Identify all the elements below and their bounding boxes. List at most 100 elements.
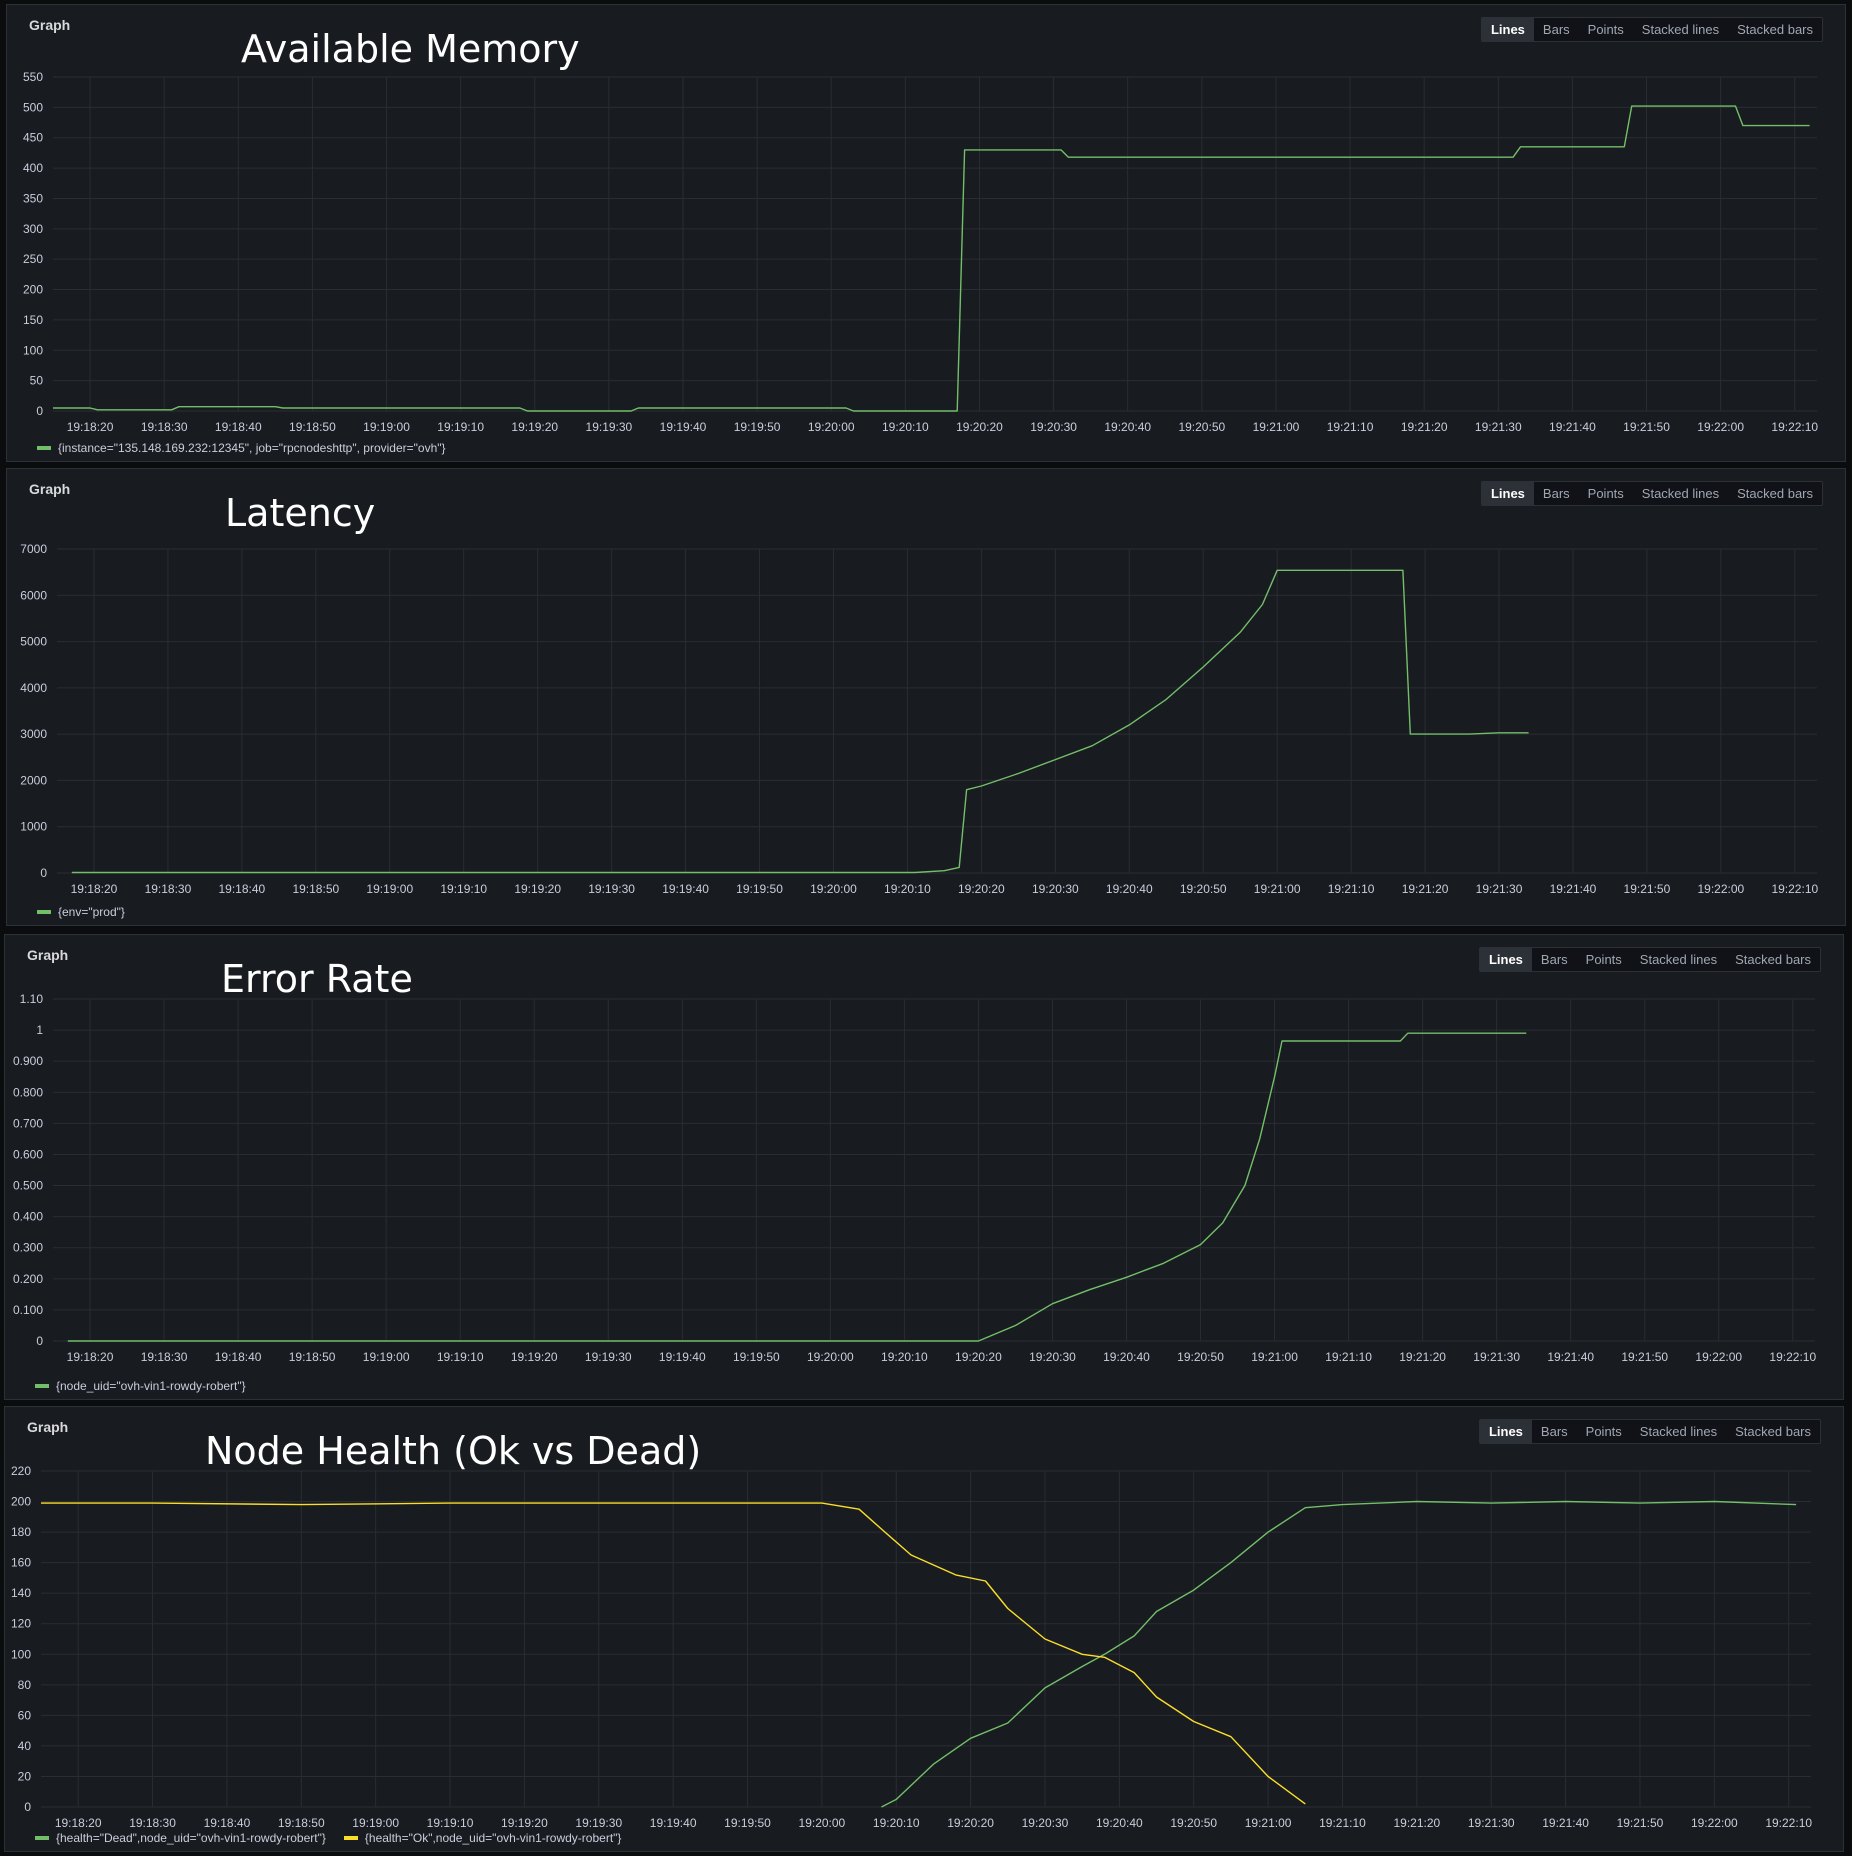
x-tick-label: 19:20:30 bbox=[1030, 420, 1077, 434]
x-tick-label: 19:20:00 bbox=[799, 1816, 846, 1830]
x-tick-label: 19:21:30 bbox=[1468, 1816, 1515, 1830]
x-tick-label: 19:21:00 bbox=[1254, 882, 1301, 896]
y-tick-label: 300 bbox=[23, 222, 43, 236]
x-tick-label: 19:22:10 bbox=[1769, 1350, 1816, 1364]
mode-button-lines[interactable]: Lines bbox=[1481, 18, 1534, 41]
y-tick-label: 20 bbox=[18, 1769, 32, 1783]
legend-item[interactable]: {health="Ok",node_uid="ovh-vin1-rowdy-ro… bbox=[343, 1831, 621, 1845]
mode-button-stacked-bars[interactable]: Stacked bars bbox=[1737, 486, 1813, 501]
y-tick-label: 250 bbox=[23, 252, 43, 266]
x-tick-label: 19:20:00 bbox=[807, 1350, 854, 1364]
x-tick-label: 19:21:20 bbox=[1399, 1350, 1446, 1364]
x-tick-label: 19:21:50 bbox=[1624, 882, 1671, 896]
mode-button-stacked-lines[interactable]: Stacked lines bbox=[1639, 1424, 1718, 1439]
x-tick-label: 19:22:00 bbox=[1695, 1350, 1742, 1364]
mode-button-lines[interactable]: Lines bbox=[1479, 1420, 1532, 1443]
x-tick-label: 19:21:50 bbox=[1623, 420, 1670, 434]
series-line-0 bbox=[71, 569, 1529, 874]
y-tick-label: 3000 bbox=[20, 727, 47, 741]
y-tick-label: 550 bbox=[23, 70, 43, 84]
mode-button-stacked-bars[interactable]: Stacked bars bbox=[1735, 952, 1811, 967]
series-line-1 bbox=[41, 1502, 1306, 1805]
x-tick-label: 19:18:20 bbox=[67, 420, 114, 434]
legend-item[interactable]: {instance="135.148.169.232:12345", job="… bbox=[37, 441, 446, 455]
y-tick-label: 350 bbox=[23, 191, 43, 205]
legend-swatch bbox=[343, 1836, 358, 1840]
x-tick-label: 19:20:10 bbox=[881, 1350, 928, 1364]
mode-button-stacked-lines[interactable]: Stacked lines bbox=[1639, 952, 1718, 967]
display-mode-toggle: Lines Bars Points Stacked lines Stacked bars bbox=[1478, 947, 1821, 972]
y-tick-label: 100 bbox=[11, 1647, 31, 1661]
mode-button-stacked-lines[interactable]: Stacked lines bbox=[1641, 22, 1720, 37]
x-tick-label: 19:22:00 bbox=[1697, 420, 1744, 434]
x-tick-label: 19:20:50 bbox=[1180, 882, 1227, 896]
x-tick-label: 19:20:40 bbox=[1106, 882, 1153, 896]
y-tick-label: 7000 bbox=[20, 542, 47, 556]
x-tick-label: 19:19:50 bbox=[734, 420, 781, 434]
y-tick-label: 80 bbox=[18, 1678, 32, 1692]
legend-item[interactable]: {env="prod"} bbox=[37, 905, 125, 919]
mode-button-stacked-bars[interactable]: Stacked bars bbox=[1737, 22, 1813, 37]
y-tick-label: 0 bbox=[40, 866, 47, 880]
mode-button-bars[interactable]: Bars bbox=[1540, 1424, 1568, 1439]
x-tick-label: 19:19:30 bbox=[588, 882, 635, 896]
legend-swatch bbox=[37, 910, 51, 914]
x-tick-label: 19:20:00 bbox=[808, 420, 855, 434]
x-tick-label: 19:21:20 bbox=[1402, 882, 1449, 896]
x-tick-label: 19:18:40 bbox=[219, 882, 266, 896]
x-tick-label: 19:18:50 bbox=[289, 420, 336, 434]
x-tick-label: 19:19:10 bbox=[437, 420, 484, 434]
mode-button-bars[interactable]: Bars bbox=[1540, 952, 1568, 967]
x-tick-label: 19:22:00 bbox=[1691, 1816, 1738, 1830]
available-memory-panel: Graph Available Memory Lines Bars Points Stac… bbox=[6, 4, 1846, 462]
latency-panel: Graph Latency Lines Bars Points Stacked lines… bbox=[6, 468, 1846, 926]
y-tick-label: 140 bbox=[11, 1586, 31, 1600]
x-tick-label: 19:21:20 bbox=[1393, 1816, 1440, 1830]
mode-button-stacked-lines[interactable]: Stacked lines bbox=[1641, 486, 1720, 501]
x-tick-label: 19:21:20 bbox=[1401, 420, 1448, 434]
x-tick-label: 19:18:30 bbox=[145, 882, 192, 896]
panel-label: Graph bbox=[27, 1419, 69, 1435]
x-tick-label: 19:18:50 bbox=[292, 882, 339, 896]
mode-button-lines[interactable]: Lines bbox=[1479, 948, 1532, 971]
x-tick-label: 19:19:30 bbox=[585, 1350, 632, 1364]
x-tick-label: 19:21:10 bbox=[1325, 1350, 1372, 1364]
mode-button-points[interactable]: Points bbox=[1585, 1424, 1622, 1439]
y-tick-label: 60 bbox=[18, 1708, 32, 1722]
display-mode-toggle: Lines Bars Points Stacked lines Stacked bars bbox=[1480, 481, 1823, 506]
series-line-0 bbox=[881, 1500, 1797, 1808]
y-tick-label: 0.300 bbox=[13, 1241, 43, 1255]
y-tick-label: 0 bbox=[36, 1334, 43, 1348]
mode-button-stacked-bars[interactable]: Stacked bars bbox=[1735, 1424, 1811, 1439]
x-tick-label: 19:19:30 bbox=[586, 420, 633, 434]
display-mode-toggle: Lines Bars Points Stacked lines Stacked bars bbox=[1480, 17, 1823, 42]
y-tick-label: 40 bbox=[18, 1739, 32, 1753]
plot-area: 0 20 40 60 80 100 120 140 160 180 200 220 19:18:20 19… bbox=[11, 1464, 1812, 1830]
x-tick-label: 19:21:10 bbox=[1328, 882, 1375, 896]
legend: {env="prod"} bbox=[37, 905, 125, 919]
mode-button-bars[interactable]: Bars bbox=[1542, 486, 1570, 501]
x-tick-label: 19:19:00 bbox=[352, 1816, 399, 1830]
x-tick-label: 19:21:40 bbox=[1547, 1350, 1594, 1364]
x-tick-label: 19:19:20 bbox=[514, 882, 561, 896]
y-tick-label: 0.600 bbox=[13, 1147, 43, 1161]
x-tick-label: 19:18:40 bbox=[215, 420, 262, 434]
x-tick-label: 19:20:20 bbox=[958, 882, 1005, 896]
x-tick-label: 19:19:00 bbox=[363, 420, 410, 434]
legend-label: {instance="135.148.169.232:12345", job="… bbox=[58, 441, 446, 455]
legend: {node_uid="ovh-vin1-rowdy-robert"} bbox=[35, 1379, 246, 1393]
mode-button-points[interactable]: Points bbox=[1585, 952, 1622, 967]
plot-area: 0 1000 2000 3000 4000 5000 6000 7000 19:18:20 19:… bbox=[20, 542, 1818, 896]
x-tick-label: 19:21:50 bbox=[1621, 1350, 1668, 1364]
x-tick-label: 19:19:20 bbox=[511, 1350, 558, 1364]
x-tick-label: 19:22:10 bbox=[1771, 882, 1818, 896]
x-tick-label: 19:20:30 bbox=[1029, 1350, 1076, 1364]
mode-button-points[interactable]: Points bbox=[1587, 486, 1624, 501]
mode-button-points[interactable]: Points bbox=[1587, 22, 1624, 37]
legend-item[interactable]: {node_uid="ovh-vin1-rowdy-robert"} bbox=[35, 1379, 246, 1393]
mode-button-lines[interactable]: Lines bbox=[1481, 482, 1534, 505]
x-tick-label: 19:19:50 bbox=[733, 1350, 780, 1364]
x-tick-label: 19:19:40 bbox=[659, 1350, 706, 1364]
legend-item[interactable]: {health="Dead",node_uid="ovh-vin1-rowdy-… bbox=[35, 1831, 326, 1845]
mode-button-bars[interactable]: Bars bbox=[1542, 22, 1570, 37]
